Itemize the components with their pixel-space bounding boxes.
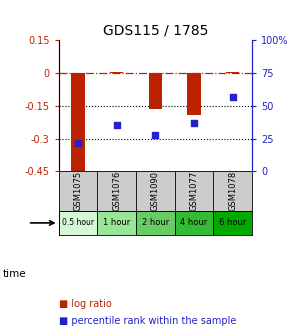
Text: 2 hour: 2 hour: [142, 218, 169, 227]
Text: 0.5 hour: 0.5 hour: [62, 218, 94, 227]
Point: [230, 94, 235, 99]
Bar: [97, 211, 136, 235]
Bar: [136, 211, 175, 235]
Text: 6 hour: 6 hour: [219, 218, 246, 227]
Point: [114, 123, 119, 128]
Bar: [175, 211, 213, 235]
Text: 4 hour: 4 hour: [180, 218, 208, 227]
Title: GDS115 / 1785: GDS115 / 1785: [103, 24, 208, 38]
Text: GSM1076: GSM1076: [112, 171, 121, 211]
Point: [192, 120, 196, 126]
Text: time: time: [3, 269, 27, 279]
Text: GSM1078: GSM1078: [228, 171, 237, 211]
Point: [76, 140, 80, 145]
Text: ■ log ratio: ■ log ratio: [59, 299, 111, 309]
Text: GSM1090: GSM1090: [151, 171, 160, 211]
Text: 1 hour: 1 hour: [103, 218, 130, 227]
Point: [153, 132, 158, 137]
Text: GSM1075: GSM1075: [74, 171, 82, 211]
Bar: [59, 211, 97, 235]
Text: ■ percentile rank within the sample: ■ percentile rank within the sample: [59, 316, 236, 326]
Text: GSM1077: GSM1077: [190, 171, 198, 211]
Bar: [71, 73, 85, 174]
Bar: [213, 211, 252, 235]
Bar: [226, 72, 239, 73]
Bar: [149, 73, 162, 109]
Bar: [187, 73, 201, 115]
